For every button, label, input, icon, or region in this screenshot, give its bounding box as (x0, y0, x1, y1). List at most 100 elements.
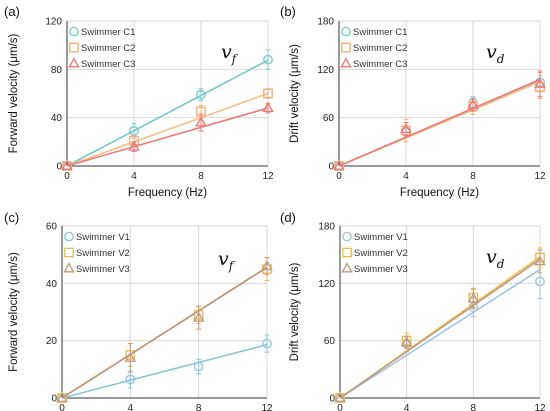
series-3 (61, 101, 274, 171)
data-point (535, 276, 545, 287)
x-tick-label: 4 (128, 403, 134, 411)
legend-marker (341, 262, 353, 273)
data-point (467, 98, 479, 109)
legend-marker (69, 42, 79, 53)
velocity-symbol-subscript: f (231, 52, 239, 66)
legend-label: Swimmer V2 (76, 248, 130, 259)
velocity-symbol-subscript: d (497, 257, 505, 271)
data-point (333, 159, 345, 171)
y-tick-label: 60 (324, 336, 336, 347)
data-point (125, 374, 136, 385)
x-tick-label: 4 (403, 171, 409, 182)
y-axis-label: Drift velocity (μm/s) (289, 263, 301, 362)
y-tick-label: 60 (323, 113, 335, 124)
x-tick-label: 8 (196, 403, 202, 411)
velocity-symbol-subscript: d (497, 52, 505, 66)
panel-3: 048120204060Frequency (Hz)Forward veloci… (4, 210, 273, 411)
x-axis-label: Frequency (Hz) (400, 187, 479, 199)
legend-marker (64, 231, 74, 242)
y-tick-label: 80 (51, 65, 63, 76)
fit-line (61, 343, 268, 399)
fit-line (339, 268, 541, 399)
velocity-symbol: vd (486, 41, 505, 66)
series-3 (334, 249, 546, 403)
legend-marker (69, 26, 79, 37)
y-axis-label: Forward velocity (μm/s) (8, 33, 20, 153)
series-1 (334, 72, 545, 171)
data-point (262, 101, 274, 113)
velocity-symbol: vf (221, 41, 239, 66)
data-point (129, 126, 139, 136)
velocity-symbol-base: v (218, 248, 229, 270)
data-point (263, 88, 273, 99)
data-point (61, 159, 73, 171)
x-tick-label: 4 (404, 403, 410, 411)
legend-marker (342, 247, 352, 258)
legend-label: Swimmer V3 (76, 264, 130, 275)
legend-label: Swimmer V3 (354, 264, 408, 275)
data-point (534, 77, 546, 88)
y-tick-label: 20 (46, 336, 58, 347)
data-point (400, 336, 413, 347)
legend-marker (63, 262, 75, 273)
fit-line (61, 266, 268, 399)
data-point (196, 89, 206, 100)
fit-line (66, 59, 269, 167)
data-point (467, 292, 480, 303)
data-point (262, 338, 272, 349)
y-tick-label: 60 (46, 222, 58, 233)
panel-label: (b) (280, 4, 296, 19)
y-tick-label: 120 (318, 279, 335, 290)
legend-label: Swimmer C1 (81, 27, 135, 38)
velocity-symbol-base: v (221, 41, 232, 63)
series-3 (333, 70, 546, 171)
data-point (128, 140, 140, 151)
panel-label: (a) (4, 4, 20, 19)
y-tick-label: 120 (317, 65, 334, 76)
legend-label: Swimmer C1 (353, 27, 407, 38)
series-1 (335, 263, 545, 403)
velocity-symbol: vd (486, 246, 505, 271)
legend-marker (341, 26, 351, 37)
x-tick-label: 0 (337, 403, 343, 411)
x-axis-label: Frequency (Hz) (128, 187, 207, 199)
series-1 (62, 49, 273, 171)
y-tick-label: 180 (318, 222, 335, 233)
legend-label: Swimmer V1 (354, 232, 408, 243)
legend-label: Swimmer V2 (354, 248, 408, 259)
data-point (124, 351, 137, 362)
fit-line (66, 107, 269, 167)
x-tick-label: 4 (131, 171, 137, 182)
y-tick-label: 0 (328, 162, 334, 173)
velocity-symbol-subscript: f (228, 259, 236, 273)
x-tick-label: 12 (534, 403, 546, 411)
series-3 (56, 257, 273, 403)
x-tick-label: 0 (336, 171, 342, 182)
y-axis-label: Drift velocity (μm/s) (289, 44, 301, 143)
fit-line (338, 78, 541, 167)
velocity-symbol-base: v (486, 41, 497, 63)
y-tick-label: 0 (56, 162, 62, 173)
legend-marker (341, 42, 351, 53)
y-tick-label: 120 (45, 17, 62, 28)
x-tick-label: 8 (471, 403, 477, 411)
y-tick-label: 40 (51, 113, 63, 124)
legend-marker (342, 231, 352, 242)
y-tick-label: 0 (329, 394, 335, 405)
x-tick-label: 12 (262, 171, 274, 182)
panel-label: (d) (280, 210, 296, 225)
data-point (263, 54, 273, 65)
x-tick-label: 12 (261, 403, 273, 411)
velocity-symbol-base: v (486, 246, 497, 268)
legend-marker (68, 57, 80, 68)
x-tick-label: 0 (59, 403, 65, 411)
data-point (334, 391, 346, 403)
y-tick-label: 180 (317, 17, 334, 28)
data-point (195, 116, 207, 127)
legend-label: Swimmer V1 (76, 232, 130, 243)
